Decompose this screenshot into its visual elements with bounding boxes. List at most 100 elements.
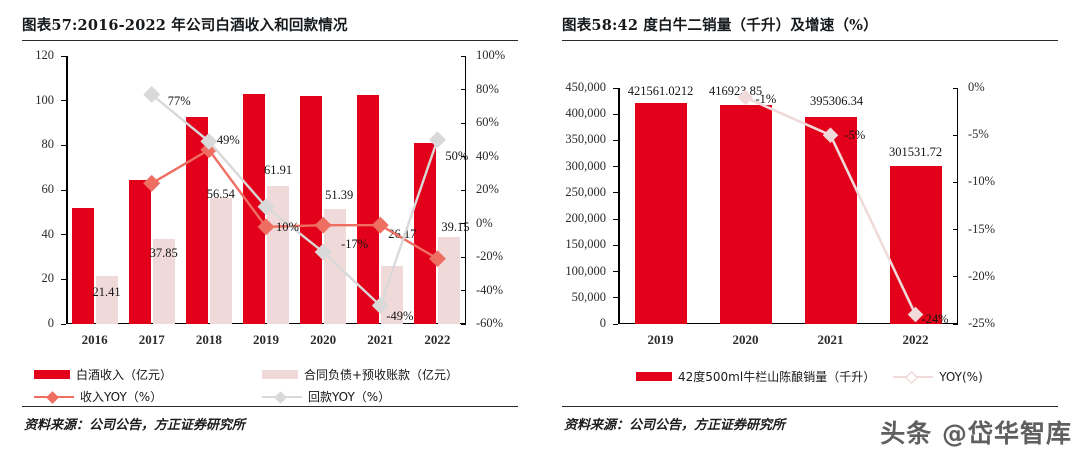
y-tick-label: 120 [35,48,54,62]
y2-tick-label: -25% [968,316,996,330]
y2-tick [461,323,466,325]
y-tick-label: 80 [41,137,55,152]
bar [128,180,151,324]
legend-swatch-bar-icon [34,370,70,379]
x-tick-label: 2022 [902,332,929,347]
chart-57-title: 图表57:2016-2022 年公司白酒收入和回款情况 [22,17,348,34]
chart-57-x-axis [66,322,466,325]
chart-57-y-axis [66,56,68,324]
bar-value-label: 26.17 [388,226,417,241]
y-tick [613,244,618,246]
x-tick-label: 2021 [817,332,844,347]
y2-tick-label: -5% [968,127,989,142]
legend-swatch-line-icon [34,390,74,404]
y2-tick [953,181,958,183]
bar [804,116,857,324]
y2-tick-label: 0% [968,80,985,94]
line-series-layer [737,89,924,323]
y-tick-label: 60 [41,182,55,196]
line-value-label: 77% [167,93,191,108]
y-tick [613,297,618,299]
y-tick [61,323,66,325]
y2-tick [461,189,466,191]
y-tick [613,139,618,141]
y-tick-label: 0 [599,316,606,330]
y-tick [613,218,618,220]
legend-label: 合同负债+预收账款（亿元） [304,368,459,382]
y-tick-label: 150,000 [565,237,606,252]
chart-58-x-axis [618,322,958,325]
x-tick-label: 2022 [424,332,451,347]
line-value-label: -1% [755,92,777,107]
x-tick-label: 2016 [81,332,108,347]
y2-tick [461,89,466,90]
legend-swatch-line-icon [893,370,934,384]
bar [95,276,118,324]
line-value-label: -5% [844,128,866,143]
chart-58-plot: 0 50,000 100,000 150,000 200,000 250,000 300,0… [565,81,995,347]
chart-58-legend: 42度500ml牛栏山陈酿销量（千升） YOY(%) [636,368,983,385]
y2-tick [461,122,466,124]
y-tick [613,323,618,325]
y2-tick-label: 0% [476,215,493,230]
y-tick [61,189,66,191]
legend-item-yoy-line: YOY(%) [893,370,983,384]
chart-58-y-axis [618,88,620,324]
bar [381,265,404,324]
y-tick [61,144,66,146]
chart-58-title-rule [562,40,1058,41]
y2-tick [953,134,958,136]
y2-tick-label: -15% [968,221,996,236]
y-tick-label: 100,000 [565,263,606,278]
y-tick-label: 300,000 [565,158,606,173]
y2-tick [461,223,466,224]
y2-tick-label: -20% [968,268,996,283]
y2-tick [953,276,958,278]
y-tick-label: 50,000 [571,289,606,304]
legend-swatch-bar-icon [262,370,298,379]
bar-value-label: 395306.34 [809,93,864,108]
chart-panel-58: 图表58:42 度白牛二销量（千升）及增速（%） 0 50,000 100,000 1… [540,0,1080,456]
y2-tick-label: 100% [476,48,506,62]
bar [719,105,772,324]
watermark: 头条 @岱华智库 [880,419,1072,448]
y2-tick-label: 60% [476,115,499,129]
chart-57-plot: 0 20 40 60 80 100 120 100% 80% 60% 40% 20% 0% -20% -40… [35,49,505,347]
bar-value-label: 21.41 [92,285,121,300]
bar [889,165,942,324]
y-tick-label: 20 [41,271,55,286]
y-tick [613,87,618,89]
bar [185,117,208,324]
bar [357,95,380,324]
y2-tick [461,55,466,57]
y-tick-label: 100 [35,92,54,107]
y-tick-label: 400,000 [565,106,606,121]
legend-item-revenue-bar: 白酒收入（亿元） [34,366,172,383]
x-tick-label: 2019 [647,332,674,347]
x-tick-label: 2020 [732,332,759,347]
y-tick-label: 0 [47,316,54,330]
y2-tick-label: -40% [476,282,504,297]
line-value-label: 49% [216,132,240,147]
line-series-layer [143,86,446,315]
y-tick [61,55,66,57]
chart-57-legend-col2: 合同负债+预收账款（亿元） 回款YOY（%） [262,366,458,410]
y-tick-label: 250,000 [565,184,606,199]
bar-value-label: 301531.72 [888,144,943,159]
line-value-label: -17% [341,236,369,251]
y-tick-label: 350,000 [565,132,606,147]
y2-tick-label: -20% [476,249,504,263]
y-tick-label: 40 [41,226,55,241]
chart-57-title-rule [22,40,518,41]
y2-tick-label: 20% [476,182,499,196]
chart-58-footer-rule [562,406,1058,407]
x-tick-label: 2019 [252,332,279,347]
x-tick-label: 2021 [367,332,394,347]
bar-value-label: 39.15 [441,219,470,234]
bar [324,209,347,324]
bar [71,207,94,324]
line-value-label: -49% [386,308,414,323]
bar-value-label: 51.39 [325,188,354,203]
y-tick [613,113,618,115]
